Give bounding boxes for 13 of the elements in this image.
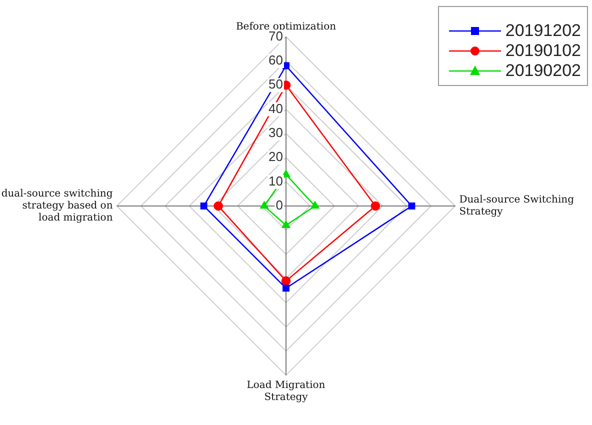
y-tick-label: 0: [276, 198, 283, 213]
legend-label: 20190202: [505, 61, 581, 81]
spoke-label: Load Migration Strategy: [246, 380, 326, 403]
y-tick-label: 40: [268, 100, 283, 116]
legend-label: 20191202: [505, 21, 581, 41]
legend-label: 20190102: [505, 41, 581, 61]
y-tick-label: 30: [268, 125, 283, 140]
y-tick-label: 50: [268, 76, 283, 92]
spoke-label: Dual-source Switching Strategy: [459, 194, 575, 218]
y-tick-label: 10: [268, 173, 283, 188]
spoke-label: dual-source switching strategy based on load migration: [1, 188, 114, 224]
y-tick-label: 60: [268, 52, 283, 68]
y-tick-label: 20: [268, 149, 283, 164]
